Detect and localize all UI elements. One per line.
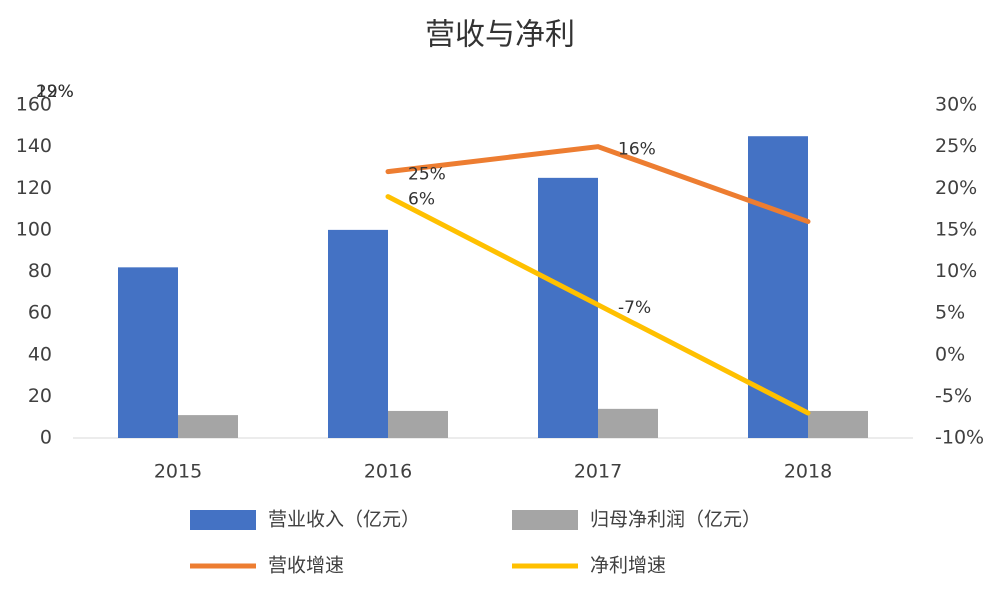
y2-tick-label: 15%: [935, 218, 977, 240]
y2-tick-label: 20%: [935, 177, 977, 199]
line: [385, 144, 811, 225]
bar: [748, 136, 808, 438]
data-label: 16%: [618, 140, 656, 160]
bar: [538, 177, 598, 438]
y-tick-label: 140: [16, 135, 52, 157]
data-label: -7%: [618, 298, 651, 318]
legend-swatch: [512, 510, 578, 530]
x-tick-label: 2018: [784, 461, 832, 483]
legend-swatch: [190, 510, 256, 530]
bar: [388, 410, 448, 438]
y-tick-label: 20: [28, 385, 52, 407]
data-label: 19%: [36, 82, 74, 102]
y2-tick-label: 10%: [935, 260, 977, 282]
bar: [598, 408, 658, 438]
chart-title: 营收与净利: [425, 18, 575, 53]
x-tick-label: 2016: [364, 461, 412, 483]
y2-tick-label: 5%: [935, 302, 965, 324]
y-tick-label: 60: [28, 302, 52, 324]
bar: [178, 415, 238, 438]
y-tick-label: 160: [16, 94, 52, 116]
data-label: 6%: [408, 190, 435, 210]
data-label: 25%: [408, 165, 446, 185]
legend-label: 营收增速: [268, 555, 344, 577]
bar: [328, 229, 388, 438]
y2-tick-label: 25%: [935, 135, 977, 157]
line: [385, 194, 811, 416]
legend-label: 营业收入（亿元）: [268, 509, 420, 531]
y2-tick-label: -10%: [935, 427, 984, 449]
bar: [118, 267, 178, 438]
legend-label: 归母净利润（亿元）: [590, 509, 761, 531]
y-tick-label: 40: [28, 343, 52, 365]
bar: [808, 410, 868, 438]
data-label: 22%: [36, 82, 74, 102]
y-tick-label: 100: [16, 218, 52, 240]
y2-tick-label: 30%: [935, 94, 977, 116]
y-tick-label: 120: [16, 177, 52, 199]
x-tick-label: 2015: [154, 461, 202, 483]
y-tick-label: 80: [28, 260, 52, 282]
y2-tick-label: -5%: [935, 385, 972, 407]
x-tick-label: 2017: [574, 461, 622, 483]
y-tick-label: 0: [40, 427, 52, 449]
legend-label: 净利增速: [590, 555, 666, 577]
y2-tick-label: 0%: [935, 343, 965, 365]
